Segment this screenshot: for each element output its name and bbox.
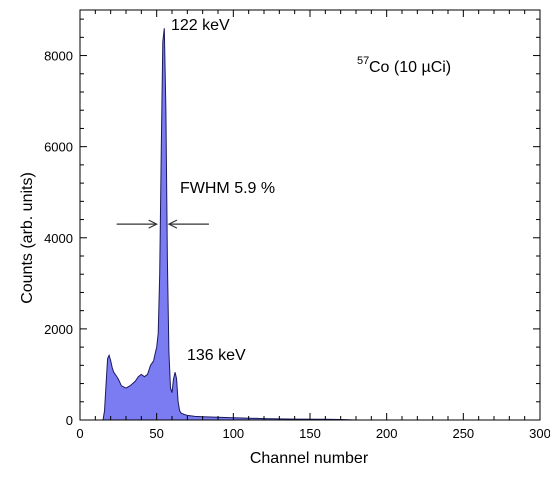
spectrum-line-0 bbox=[102, 28, 540, 421]
y-tick-label: 6000 bbox=[44, 140, 73, 155]
y-tick-label: 4000 bbox=[44, 231, 73, 246]
x-tick-label: 300 bbox=[529, 426, 550, 441]
axes bbox=[79, 9, 541, 421]
y-tick-label: 8000 bbox=[44, 49, 73, 64]
x-tick-label: 150 bbox=[299, 426, 321, 441]
source-name: Co (10 µCi) bbox=[369, 59, 451, 76]
plot-area bbox=[102, 28, 540, 421]
fwhm-label: FWHM 5.9 % bbox=[180, 180, 275, 197]
fwhm-arrow-left-head bbox=[148, 219, 159, 229]
y-axis-title: Counts (arb. units) bbox=[19, 172, 36, 304]
y-tick-label: 0 bbox=[66, 413, 73, 428]
peak-label-122kev: 122 keV bbox=[171, 17, 230, 34]
isotope-mass-number: 57 bbox=[357, 55, 369, 67]
x-tick-label: 250 bbox=[452, 426, 474, 441]
fwhm-arrows bbox=[116, 219, 209, 229]
peak-label-136kev: 136 keV bbox=[187, 347, 246, 364]
x-axis-title: Channel number bbox=[250, 450, 369, 467]
spectrum-area-0 bbox=[103, 28, 540, 420]
x-tick-label: 0 bbox=[76, 426, 83, 441]
source-label: 57 Co (10 µCi) bbox=[357, 55, 451, 76]
fwhm-arrow-right-head bbox=[167, 219, 178, 229]
x-tick-label: 200 bbox=[376, 426, 398, 441]
x-tick-label: 50 bbox=[149, 426, 163, 441]
plot-frame bbox=[79, 9, 541, 421]
y-tick-label: 2000 bbox=[44, 322, 73, 337]
x-tick-label: 100 bbox=[222, 426, 244, 441]
tick-labels: 0 50 100 150 200 250 300 0 2000 4000 6000 8000 bbox=[44, 49, 550, 441]
